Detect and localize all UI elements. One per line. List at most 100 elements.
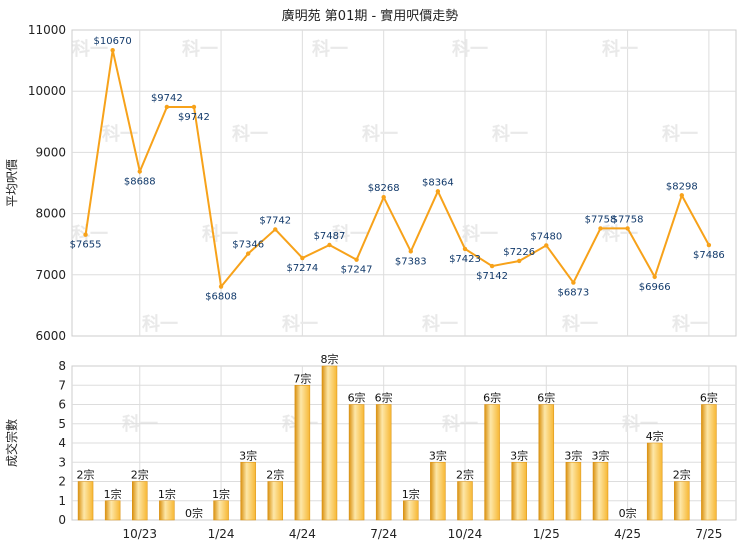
price-data-label: $7274 — [286, 263, 318, 274]
price-point — [652, 274, 657, 280]
volume-y-tick: 7 — [58, 378, 66, 392]
watermark: 科一 — [332, 223, 368, 245]
price-point — [83, 232, 88, 237]
x-tick-label: 7/25 — [695, 527, 722, 541]
price-point — [598, 226, 603, 231]
volume-bar — [646, 442, 663, 521]
volume-data-label: 6宗 — [700, 391, 718, 405]
volume-data-label: 1宗 — [402, 487, 420, 501]
volume-y-tick: 4 — [58, 436, 66, 450]
price-data-label: $7487 — [314, 231, 346, 242]
volume-data-label: 2宗 — [673, 468, 691, 482]
watermark: 科一 — [602, 38, 638, 60]
price-point — [435, 189, 441, 194]
price-data-label: $8364 — [422, 177, 454, 188]
watermark: 科一 — [602, 223, 638, 245]
volume-bar — [240, 462, 256, 521]
watermark: 科一 — [562, 313, 598, 335]
price-series-line — [84, 49, 710, 289]
volume-bar — [430, 462, 446, 521]
price-data-label: $7247 — [341, 265, 373, 276]
x-tick-label: 10/24 — [448, 527, 483, 541]
watermark: 科一 — [72, 223, 108, 245]
volume-bar — [457, 481, 473, 521]
volume-data-label: 3宗 — [510, 448, 528, 462]
price-point — [462, 246, 468, 252]
price-point — [571, 280, 576, 285]
volume-data-label: 1宗 — [212, 487, 230, 501]
watermark: 科一 — [282, 313, 318, 335]
volume-bar — [538, 404, 555, 521]
watermark: 科一 — [312, 38, 348, 60]
price-y-axis-title: 平均呎價 — [5, 159, 19, 207]
price-y-tick: 8000 — [35, 207, 66, 221]
watermark: 科一 — [362, 123, 398, 145]
price-y-tick: 10000 — [28, 84, 66, 98]
volume-bar — [294, 385, 311, 521]
volume-data-label: 2宗 — [266, 468, 284, 482]
x-tick-label: 7/24 — [370, 527, 397, 541]
volume-y-tick: 0 — [58, 513, 66, 527]
volume-data-label: 3宗 — [239, 448, 257, 462]
watermark: 科一 — [182, 38, 218, 60]
watermark: 科一 — [72, 38, 108, 60]
price-data-label: $7480 — [530, 231, 562, 242]
volume-bar — [104, 500, 121, 521]
price-y-tick: 9000 — [35, 145, 66, 159]
price-data-label: $8298 — [666, 181, 698, 192]
volume-bar — [348, 404, 365, 521]
volume-data-label: 2宗 — [131, 468, 149, 482]
watermark: 科一 — [102, 123, 138, 145]
volume-bar — [375, 404, 392, 521]
volume-data-label: 7宗 — [293, 371, 311, 385]
volume-bar — [511, 462, 527, 521]
volume-data-label: 0宗 — [185, 506, 203, 520]
volume-data-label: 6宗 — [375, 391, 393, 405]
price-data-label: $7346 — [232, 240, 264, 251]
watermark: 科一 — [492, 123, 528, 145]
price-point — [706, 242, 712, 248]
price-plot-area — [71, 29, 737, 337]
volume-bar — [701, 404, 717, 521]
price-data-label: $9742 — [178, 112, 210, 123]
volume-bar — [403, 500, 419, 521]
price-point — [489, 263, 495, 269]
price-data-label: $9742 — [151, 93, 183, 104]
volume-y-tick: 3 — [58, 455, 66, 469]
volume-data-label: 3宗 — [591, 448, 609, 462]
volume-data-label: 1宗 — [158, 487, 176, 501]
price-data-label: $7486 — [693, 250, 725, 261]
volume-bar — [565, 462, 582, 521]
price-point — [110, 47, 115, 53]
price-point — [679, 193, 684, 198]
price-data-label: $8268 — [368, 183, 400, 194]
volume-bar — [592, 462, 609, 521]
volume-data-label: 8宗 — [320, 352, 338, 366]
watermark: 科一 — [142, 313, 178, 335]
volume-bar — [674, 481, 690, 521]
price-point — [544, 243, 549, 248]
price-data-label: $6873 — [557, 288, 589, 299]
volume-data-label: 3宗 — [429, 448, 447, 462]
price-point — [164, 104, 170, 110]
watermark: 科一 — [202, 223, 238, 245]
price-point — [354, 257, 359, 262]
price-point — [137, 169, 142, 174]
price-data-label: $10670 — [94, 36, 132, 47]
watermark: 科一 — [662, 123, 698, 145]
volume-y-tick: 8 — [58, 359, 66, 373]
price-data-label: $7758 — [612, 214, 644, 225]
volume-bar — [484, 404, 500, 521]
price-point — [191, 104, 197, 110]
price-point — [625, 226, 630, 231]
volume-y-tick: 2 — [58, 475, 66, 489]
volume-data-label: 0宗 — [619, 506, 637, 520]
x-tick-label: 10/23 — [122, 527, 157, 541]
watermark: 科一 — [422, 313, 458, 335]
price-data-label: $7742 — [259, 215, 291, 226]
price-data-label: $7758 — [585, 214, 617, 225]
price-y-tick: 6000 — [35, 329, 66, 343]
price-data-label: $8688 — [124, 176, 156, 187]
x-tick-label: 4/24 — [289, 527, 316, 541]
